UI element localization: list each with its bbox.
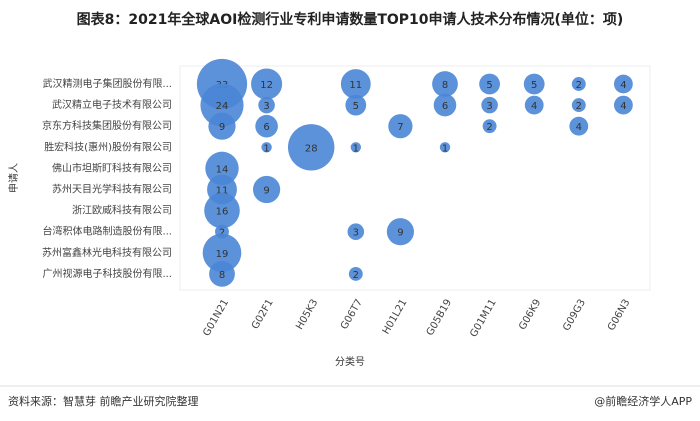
value-label: 5 — [531, 80, 537, 91]
bubble — [253, 175, 281, 204]
source: 资料来源：智慧芽 前瞻产业研究院整理 — [8, 394, 199, 408]
value-label: 1 — [442, 143, 448, 154]
bubble — [340, 69, 371, 99]
x-tick-label: G01M11 — [468, 297, 498, 339]
value-label: 16 — [216, 207, 229, 218]
bubble — [482, 119, 497, 134]
value-label: 6 — [263, 122, 269, 133]
value-label: 3 — [263, 101, 269, 112]
value-label: 2 — [353, 270, 359, 281]
value-label: 5 — [486, 80, 492, 91]
x-tick-label: H05K3 — [294, 298, 320, 332]
bubble — [614, 95, 633, 115]
value-label: 8 — [442, 80, 448, 91]
bubble — [523, 73, 545, 95]
x-tick-label: G01N21 — [201, 298, 231, 339]
value-label: 7 — [397, 122, 403, 133]
value-label: 9 — [397, 228, 403, 239]
value-label: 2 — [486, 122, 492, 133]
bubble — [209, 261, 235, 287]
bubble — [571, 77, 586, 91]
bubble — [202, 233, 242, 273]
y-tick-label: 武汉精立电子技术有限公司 — [52, 98, 172, 111]
brand: @前瞻经济学人APP — [594, 394, 692, 408]
x-tick-label: G06K9 — [517, 298, 543, 332]
value-label: 28 — [305, 143, 318, 154]
y-tick-label: 胜宏科技(惠州)股份有限公司 — [44, 140, 172, 153]
value-label: 4 — [620, 80, 626, 91]
value-label: 5 — [353, 101, 359, 112]
x-tick-label: G02F1 — [250, 298, 276, 332]
value-label: 12 — [260, 80, 273, 91]
y-axis-title: 申请人 — [7, 163, 20, 193]
value-label: 11 — [216, 186, 229, 197]
y-tick-label: 广州视源电子科技股份有限... — [42, 267, 172, 280]
value-label: 2 — [219, 228, 225, 239]
bubble — [432, 71, 458, 97]
value-label: 11 — [349, 80, 362, 91]
y-tick-label: 武汉精测电子集团股份有限... — [42, 77, 172, 90]
x-tick-label: G06N3 — [606, 298, 633, 333]
y-tick-label: 苏州富鑫林光电科技有限公司 — [42, 246, 172, 259]
value-label: 4 — [620, 101, 626, 112]
x-tick-label: G05B19 — [425, 298, 455, 338]
bubble — [439, 142, 451, 153]
bubble — [347, 223, 365, 240]
x-tick-label: G06T7 — [339, 298, 365, 332]
value-label: 2 — [576, 101, 582, 112]
y-tick-label: 苏州天目光学科技有限公司 — [52, 183, 172, 196]
y-tick-label: 京东方科技集团股份有限公司 — [42, 119, 172, 132]
plot-area — [179, 65, 651, 291]
bubble — [386, 218, 414, 246]
value-label: 4 — [576, 122, 582, 133]
chart-title: 图表8：2021年全球AOI检测行业专利申请数量TOP10申请人技术分布情况(单… — [77, 11, 624, 28]
bubble — [208, 112, 236, 140]
value-label: 2 — [576, 80, 582, 91]
value-label: 9 — [219, 122, 225, 133]
bubble — [261, 142, 272, 153]
bubble — [479, 73, 500, 95]
value-label: 3 — [353, 228, 359, 239]
y-tick-label: 浙江欧威科技有限公司 — [72, 204, 172, 217]
bubble — [287, 124, 335, 171]
bubble — [433, 93, 457, 117]
bubble — [571, 98, 586, 113]
bubble — [524, 95, 544, 115]
x-tick-label: H01L21 — [381, 298, 410, 337]
x-tick-label: G09G3 — [561, 298, 588, 333]
value-label: 4 — [531, 101, 537, 112]
y-tick-label: 台湾积体电路制造股份有限... — [42, 225, 172, 238]
value-label: 1 — [263, 143, 269, 154]
value-label: 8 — [219, 270, 225, 281]
bubble — [204, 192, 240, 229]
bubble — [569, 116, 589, 136]
bubble — [258, 96, 275, 114]
bubble — [251, 68, 283, 100]
bubble — [205, 151, 239, 186]
value-label: 3 — [486, 101, 492, 112]
value-label: 24 — [216, 101, 229, 112]
x-axis-title: 分类号 — [335, 355, 365, 368]
bubble — [481, 96, 498, 114]
value-label: 6 — [442, 101, 448, 112]
value-label: 1 — [353, 143, 359, 154]
value-label: 9 — [263, 186, 269, 197]
bubble — [388, 114, 413, 139]
bubble — [255, 114, 278, 138]
value-label: 19 — [216, 249, 229, 260]
bubble — [614, 74, 633, 94]
bubble — [348, 266, 363, 281]
value-label: 14 — [216, 164, 229, 175]
bubble — [345, 94, 367, 116]
y-tick-label: 佛山市坦斯盯科技有限公司 — [52, 161, 172, 174]
bubble — [350, 142, 361, 153]
bubble — [200, 83, 244, 127]
